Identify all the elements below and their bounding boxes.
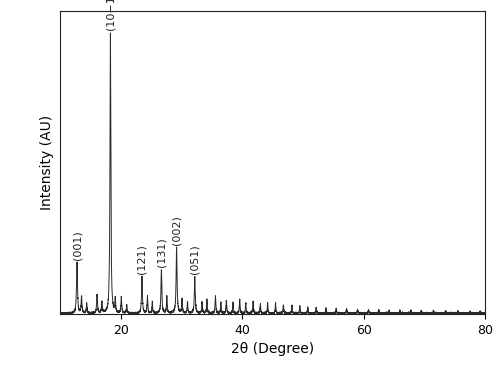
Text: (051): (051) <box>190 244 200 274</box>
Text: (001): (001) <box>72 230 82 260</box>
Y-axis label: Intensity (AU): Intensity (AU) <box>40 115 54 210</box>
Text: (121): (121) <box>137 244 147 274</box>
X-axis label: 2θ (Degree): 2θ (Degree) <box>231 342 314 356</box>
Text: (10−1): (10−1) <box>106 0 116 30</box>
Text: (131): (131) <box>156 237 166 267</box>
Text: (002): (002) <box>172 215 181 245</box>
